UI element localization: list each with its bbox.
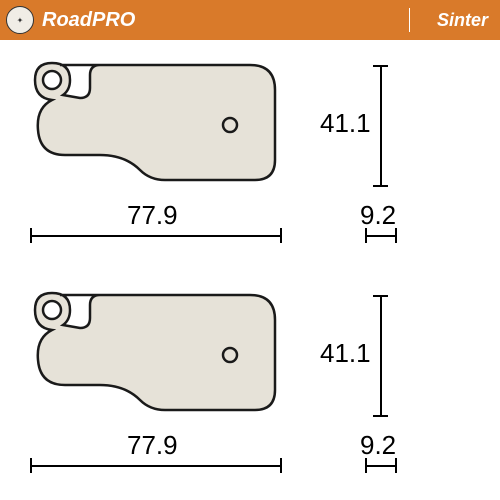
dim-tick: [373, 65, 388, 67]
dim-line-thick: [365, 235, 395, 237]
pad-group-0: [30, 60, 280, 200]
dim-height-label: 41.1: [320, 338, 371, 369]
pad-group-1: [30, 290, 280, 430]
dim-tick: [373, 185, 388, 187]
dim-tick: [280, 458, 282, 473]
dim-line-thick: [365, 465, 395, 467]
dim-width-label: 77.9: [127, 200, 178, 231]
diagram-content: 41.1 77.9 9.2 41.1 77.9 9.2: [0, 40, 500, 500]
brake-pad-icon: [30, 60, 280, 200]
header-left: ✦ RoadPRO: [6, 6, 135, 34]
dim-tick: [280, 228, 282, 243]
dim-line-width: [30, 235, 280, 237]
header-divider: [409, 8, 410, 32]
brake-pad-icon: [30, 290, 280, 430]
dim-height-label: 41.1: [320, 108, 371, 139]
dim-line-height: [380, 295, 382, 415]
dim-tick: [373, 415, 388, 417]
brand-label: RoadPRO: [42, 9, 135, 32]
dim-width-label: 77.9: [127, 430, 178, 461]
dim-thick-label: 9.2: [360, 430, 396, 461]
header-bar: ✦ RoadPRO Sinter: [0, 0, 500, 40]
dim-line-height: [380, 65, 382, 185]
dim-thick-label: 9.2: [360, 200, 396, 231]
dim-tick: [30, 458, 32, 473]
dim-tick: [373, 295, 388, 297]
dim-line-width: [30, 465, 280, 467]
logo-icon: ✦: [6, 6, 34, 34]
sinter-label: Sinter: [437, 10, 488, 31]
dim-tick: [30, 228, 32, 243]
